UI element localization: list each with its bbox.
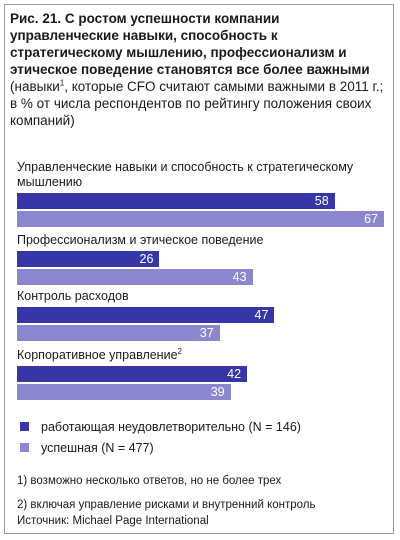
title-subtitle: (навыки1, которые CFO считают самыми важ… bbox=[10, 79, 383, 128]
category-footnote-mark: 2 bbox=[177, 346, 182, 356]
bar-series-2: 39 bbox=[17, 384, 231, 400]
category-label: Профессионализм и этическое поведение bbox=[17, 233, 377, 248]
bar-series-1: 47 bbox=[17, 307, 275, 323]
category-label: Корпоративное управление2 bbox=[17, 346, 377, 363]
subtitle-after: , которые CFO считают самыми важными в 2… bbox=[10, 79, 384, 128]
source-note: Источник: Michael Page International bbox=[17, 515, 209, 527]
bar-value-label: 42 bbox=[227, 367, 242, 381]
category-label: Управленческие навыки и способность к ст… bbox=[17, 160, 377, 190]
subtitle-before: (навыки bbox=[10, 79, 60, 94]
subtitle-footnote-mark: 1 bbox=[59, 78, 65, 88]
bar-value-label: 47 bbox=[254, 308, 269, 322]
bar-series-2: 37 bbox=[17, 325, 220, 341]
footnote-1: 1) возможно несколько ответов, но не бол… bbox=[17, 475, 282, 487]
footnote-2: 2) включая управление рисками и внутренн… bbox=[17, 499, 316, 511]
category-label-text: Контроль расходов bbox=[17, 289, 129, 303]
category-label-text: Управленческие навыки и способность к ст… bbox=[17, 160, 354, 189]
bar-series-1: 58 bbox=[17, 193, 335, 209]
bar-series-1: 26 bbox=[17, 251, 160, 267]
bar-series-2: 43 bbox=[17, 269, 253, 285]
bar-series-1: 42 bbox=[17, 366, 248, 382]
bar-value-label: 67 bbox=[364, 212, 378, 226]
category-label-text: Корпоративное управление bbox=[17, 348, 178, 362]
legend-swatch-series-1 bbox=[20, 422, 29, 431]
legend-swatch-series-2 bbox=[20, 443, 29, 452]
bar-value-label: 39 bbox=[210, 385, 225, 399]
bar-series-2: 67 bbox=[17, 211, 384, 227]
category-label: Контроль расходов bbox=[17, 289, 377, 304]
legend-item-series-1: работающая неудовлетворительно (N = 146) bbox=[20, 420, 301, 435]
bar-value-label: 37 bbox=[199, 326, 214, 340]
chart-title: Рис. 21. С ростом успешности компании уп… bbox=[10, 10, 390, 129]
title-main: Рис. 21. С ростом успешности компании уп… bbox=[10, 11, 370, 77]
bar-value-label: 26 bbox=[139, 252, 154, 266]
legend-label-series-1: работающая неудовлетворительно (N = 146) bbox=[41, 420, 301, 434]
chart-frame bbox=[4, 4, 394, 534]
bar-value-label: 43 bbox=[232, 270, 247, 284]
category-label-text: Профессионализм и этическое поведение bbox=[17, 233, 264, 247]
bar-value-label: 58 bbox=[314, 194, 329, 208]
legend-item-series-2: успешная (N = 477) bbox=[20, 441, 154, 456]
legend-label-series-2: успешная (N = 477) bbox=[41, 441, 154, 455]
